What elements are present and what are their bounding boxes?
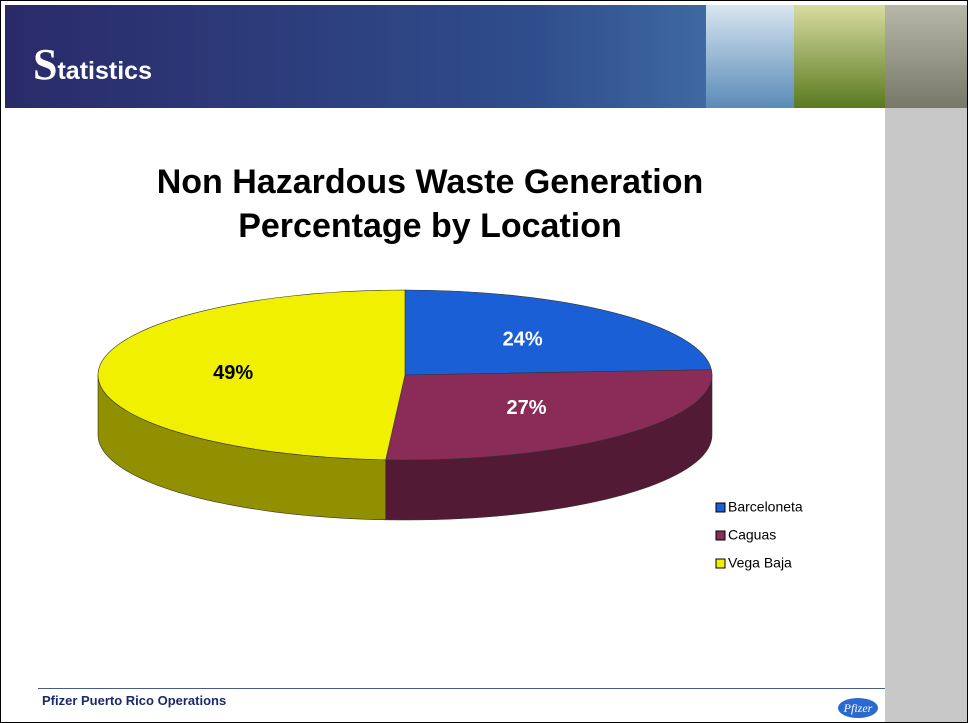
side-strip [885, 108, 968, 723]
legend-swatch [716, 531, 725, 540]
footer-line [38, 688, 885, 689]
logo: Pfizer [838, 698, 878, 718]
data-label: 24% [503, 329, 543, 351]
chart: 24% 27% 49% Barceloneta Caguas Vega Baja [0, 108, 885, 708]
legend-label: Barceloneta [728, 499, 803, 515]
legend-swatch [716, 503, 725, 512]
header-images [0, 0, 968, 110]
image-wind [885, 5, 968, 108]
image-water [706, 5, 794, 108]
legend-swatch [716, 559, 725, 568]
data-label: 49% [213, 362, 253, 384]
pie-slice [405, 290, 711, 375]
data-label: 27% [507, 397, 547, 419]
legend-label: Vega Baja [728, 555, 792, 571]
slide: Statistics Non Hazardous Waste Generatio… [0, 0, 968, 723]
footer-text: Pfizer Puerto Rico Operations [42, 693, 226, 708]
legend-label: Caguas [728, 527, 776, 543]
image-field [794, 5, 885, 108]
